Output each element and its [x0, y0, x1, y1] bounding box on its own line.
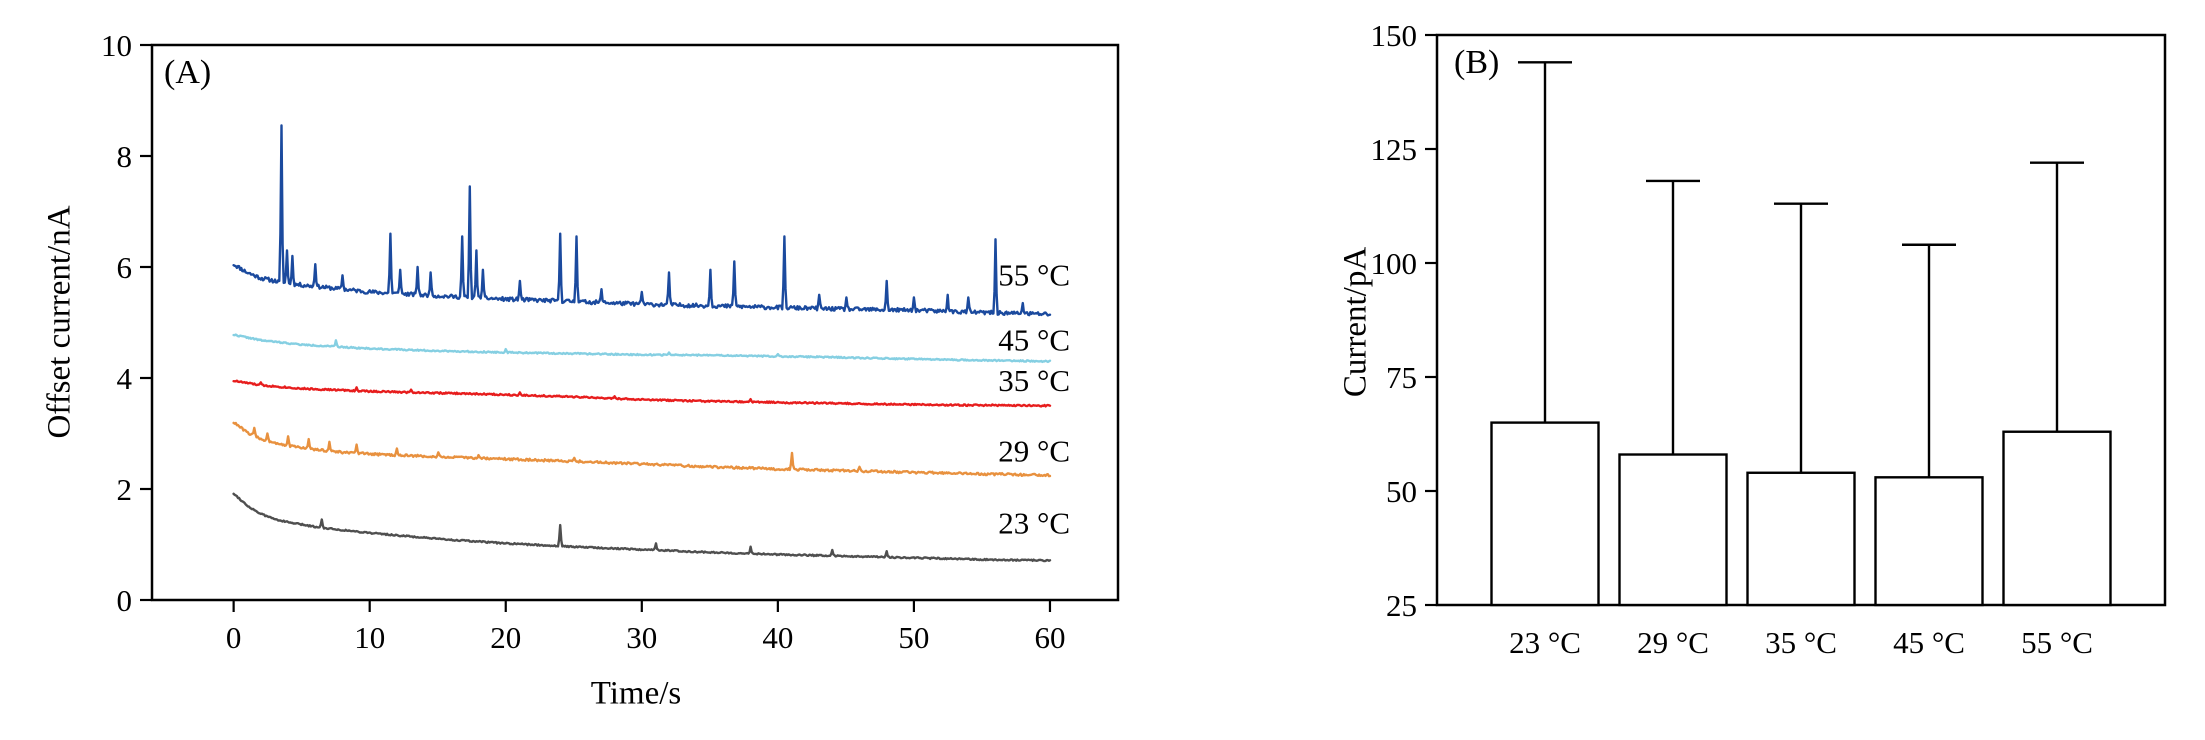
- panel-b-y-axis: 25 50 75 100 125 150: [1371, 18, 1437, 623]
- panel-b-label: (B): [1454, 44, 1500, 81]
- y-tick-label: 150: [1371, 18, 1418, 53]
- y-tick-label: 6: [117, 250, 133, 285]
- y-tick-label: 8: [117, 139, 133, 174]
- panel-b-chart: 25 50 75 100 125 150 23 °C 29 °C 35 °C 45 °C 55 °C: [1371, 18, 2167, 660]
- series-label: 23 °C: [998, 505, 1070, 540]
- panel-a-x-axis-title: Time/s: [590, 675, 682, 712]
- x-tick-label: 10: [354, 620, 385, 655]
- bar-23C: [1490, 421, 1600, 607]
- category-label: 29 °C: [1637, 625, 1709, 660]
- bar-35C: [1746, 471, 1856, 607]
- panel-a-y-axis: 0 2 4 6 8 10: [101, 28, 152, 618]
- x-tick-label: 30: [626, 620, 657, 655]
- bar-45C: [1874, 476, 1984, 607]
- panel-b-y-axis-title: Current/pA: [1337, 246, 1374, 398]
- panel-a-label: (A): [164, 54, 212, 91]
- y-tick-label: 25: [1386, 588, 1417, 623]
- bar-55C: [2002, 430, 2112, 607]
- panel-b-bars: 23 °C 29 °C 35 °C 45 °C 55 °C: [1490, 61, 2112, 660]
- y-tick-label: 50: [1386, 474, 1417, 509]
- series-line-55C: [232, 124, 1052, 317]
- bar-29C: [1618, 453, 1728, 607]
- category-label: 55 °C: [2021, 625, 2093, 660]
- panel-a-y-axis-title: Offset current/nA: [41, 205, 78, 439]
- panel-b-plot: 25 50 75 100 125 150 23 °C 29 °C 35 °C 45 °C 55 °C: [1371, 18, 2167, 660]
- series-line-23C: [232, 492, 1052, 563]
- panel-a-series: [232, 124, 1052, 563]
- category-label: 23 °C: [1509, 625, 1581, 660]
- y-tick-label: 125: [1371, 132, 1418, 167]
- y-tick-label: 4: [117, 361, 133, 396]
- category-label: 35 °C: [1765, 625, 1837, 660]
- category-label: 45 °C: [1893, 625, 1965, 660]
- y-tick-label: 2: [117, 472, 133, 507]
- series-line-45C: [232, 333, 1052, 364]
- y-tick-label: 75: [1386, 360, 1417, 395]
- panel-a-series-labels: 55 °C 45 °C 35 °C 29 °C 23 °C: [998, 257, 1070, 540]
- series-label: 45 °C: [998, 322, 1070, 357]
- y-tick-label: 10: [101, 28, 132, 63]
- panel-a-x-axis: 0 10 20 30 40 50 60: [226, 600, 1065, 655]
- series-label: 55 °C: [998, 257, 1070, 292]
- x-tick-label: 60: [1034, 620, 1065, 655]
- panel-a-axes-frame: [150, 43, 1120, 602]
- x-tick-label: 50: [898, 620, 929, 655]
- x-tick-label: 40: [762, 620, 793, 655]
- y-tick-label: 0: [117, 583, 133, 618]
- series-line-29C: [232, 421, 1052, 478]
- x-tick-label: 0: [226, 620, 242, 655]
- series-label: 35 °C: [998, 363, 1070, 398]
- panel-a-chart: 0 10 20 30 40 50 60 0 2 4 6 8 10 55 °C 45 °C 35 °C 29 °C…: [101, 28, 1120, 655]
- x-tick-label: 20: [490, 620, 521, 655]
- series-label: 29 °C: [998, 433, 1070, 468]
- series-line-35C: [232, 379, 1052, 408]
- panel-a-plot: 0 10 20 30 40 50 60 0 2 4 6 8 10 55 °C 45 °C 35 °C 29 °C…: [101, 28, 1120, 655]
- y-tick-label: 100: [1371, 246, 1418, 281]
